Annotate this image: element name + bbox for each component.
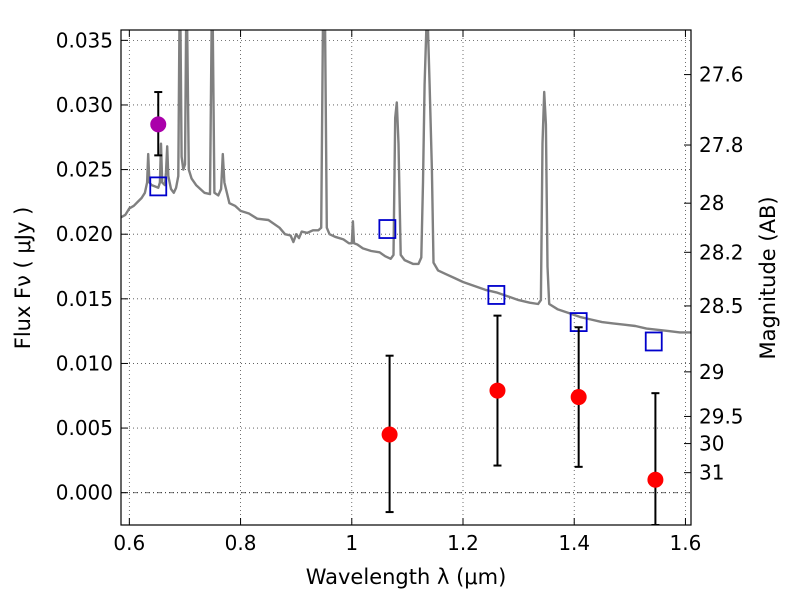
- x-tick-label: 0.8: [225, 531, 257, 555]
- grid-layer: [121, 30, 691, 525]
- x-tick-label: 1.4: [558, 531, 590, 555]
- y-tick-label: 0.020: [56, 222, 113, 246]
- mag-tick-label: 29.5: [699, 404, 744, 428]
- x-tick-label: 1.2: [447, 531, 479, 555]
- y-tick-label: 0.030: [56, 93, 113, 117]
- spectrum-line: [121, 30, 691, 334]
- mag-tick-label: 31: [699, 461, 724, 485]
- y-tick-label: 0.035: [56, 28, 113, 52]
- mag-tick-label: 28.2: [699, 240, 744, 264]
- observed-flux-point: [570, 389, 587, 406]
- y-tick-label: 0.000: [56, 481, 113, 505]
- mag-tick-label: 27.6: [699, 63, 744, 87]
- x-axis-title: Wavelength λ (μm): [306, 565, 507, 589]
- model-flux-square: [487, 285, 506, 305]
- mag-tick-label: 28.5: [699, 294, 744, 318]
- y-tick-label: 0.015: [56, 287, 113, 311]
- mag-tick-label: 30: [699, 432, 724, 456]
- y-tick-label: 0.005: [56, 416, 113, 440]
- plot-frame: [120, 29, 692, 526]
- y-axis-title: Flux Fν ( μJy ): [11, 207, 35, 350]
- model-flux-square: [378, 219, 397, 239]
- right-axis-title: Magnitude (AB): [756, 196, 780, 359]
- optical-flux-point: [150, 116, 167, 133]
- mag-tick-label: 27.8: [699, 133, 744, 157]
- x-tick-label: 1: [345, 531, 358, 555]
- x-tick-label: 1.6: [670, 531, 702, 555]
- mag-tick-label: 29: [699, 360, 724, 384]
- model-flux-square: [644, 331, 663, 352]
- y-tick-label: 0.025: [56, 158, 113, 182]
- observed-flux-point: [647, 471, 664, 488]
- x-tick-label: 0.6: [113, 531, 145, 555]
- data-layer: [121, 30, 691, 525]
- observed-flux-point: [381, 426, 398, 443]
- mag-tick-label: 28: [699, 191, 724, 215]
- observed-flux-point: [489, 382, 506, 399]
- tick-layer: 0.6 0.8 1 1.2 1.4 1.6 0.000 0.005 0.010 0.015 0.02…: [56, 28, 744, 555]
- model-flux-square: [149, 176, 168, 197]
- y-tick-label: 0.010: [56, 351, 113, 375]
